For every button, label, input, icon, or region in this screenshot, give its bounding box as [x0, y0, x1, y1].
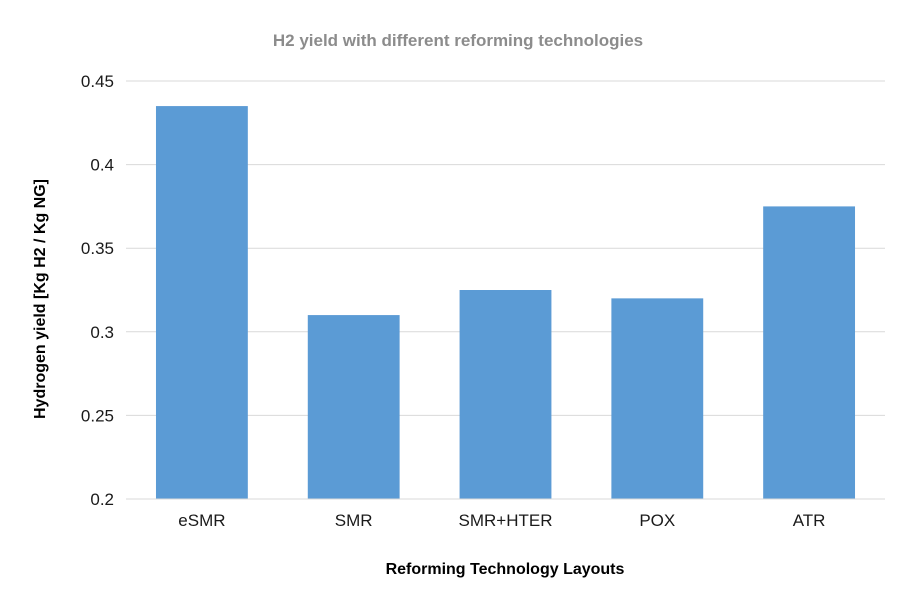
- x-tick-label: POX: [639, 511, 675, 530]
- y-axis-title: Hydrogen yield [Kg H2 / Kg NG]: [32, 179, 49, 419]
- y-tick-label: 0.35: [81, 239, 114, 258]
- y-tick-label: 0.4: [90, 156, 114, 175]
- bar-smr: [307, 315, 400, 499]
- chart-title: H2 yield with different reforming techno…: [273, 31, 643, 50]
- gridlines: [126, 80, 885, 416]
- x-tick-label: SMR+HTER: [459, 511, 553, 530]
- bar-pox: [611, 298, 704, 499]
- x-tick-label: eSMR: [178, 511, 225, 530]
- bars: [155, 106, 856, 499]
- bar-esmr: [155, 106, 248, 499]
- y-axis-ticks: 0.2 0.25 0.3 0.35 0.4 0.45: [81, 72, 114, 509]
- y-tick-label: 0.3: [90, 323, 114, 342]
- bar-atr: [763, 206, 856, 499]
- y-tick-label: 0.25: [81, 406, 114, 425]
- y-tick-label: 0.45: [81, 72, 114, 91]
- x-tick-label: SMR: [335, 511, 373, 530]
- x-axis-ticks: eSMR SMR SMR+HTER POX ATR: [178, 511, 825, 530]
- y-tick-label: 0.2: [90, 490, 114, 509]
- x-tick-label: ATR: [793, 511, 826, 530]
- bar-smr-hter: [459, 290, 552, 499]
- x-axis-title: Reforming Technology Layouts: [386, 561, 625, 578]
